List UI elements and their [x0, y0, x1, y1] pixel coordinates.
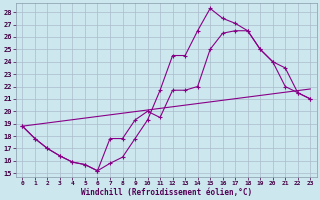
- X-axis label: Windchill (Refroidissement éolien,°C): Windchill (Refroidissement éolien,°C): [81, 188, 252, 197]
